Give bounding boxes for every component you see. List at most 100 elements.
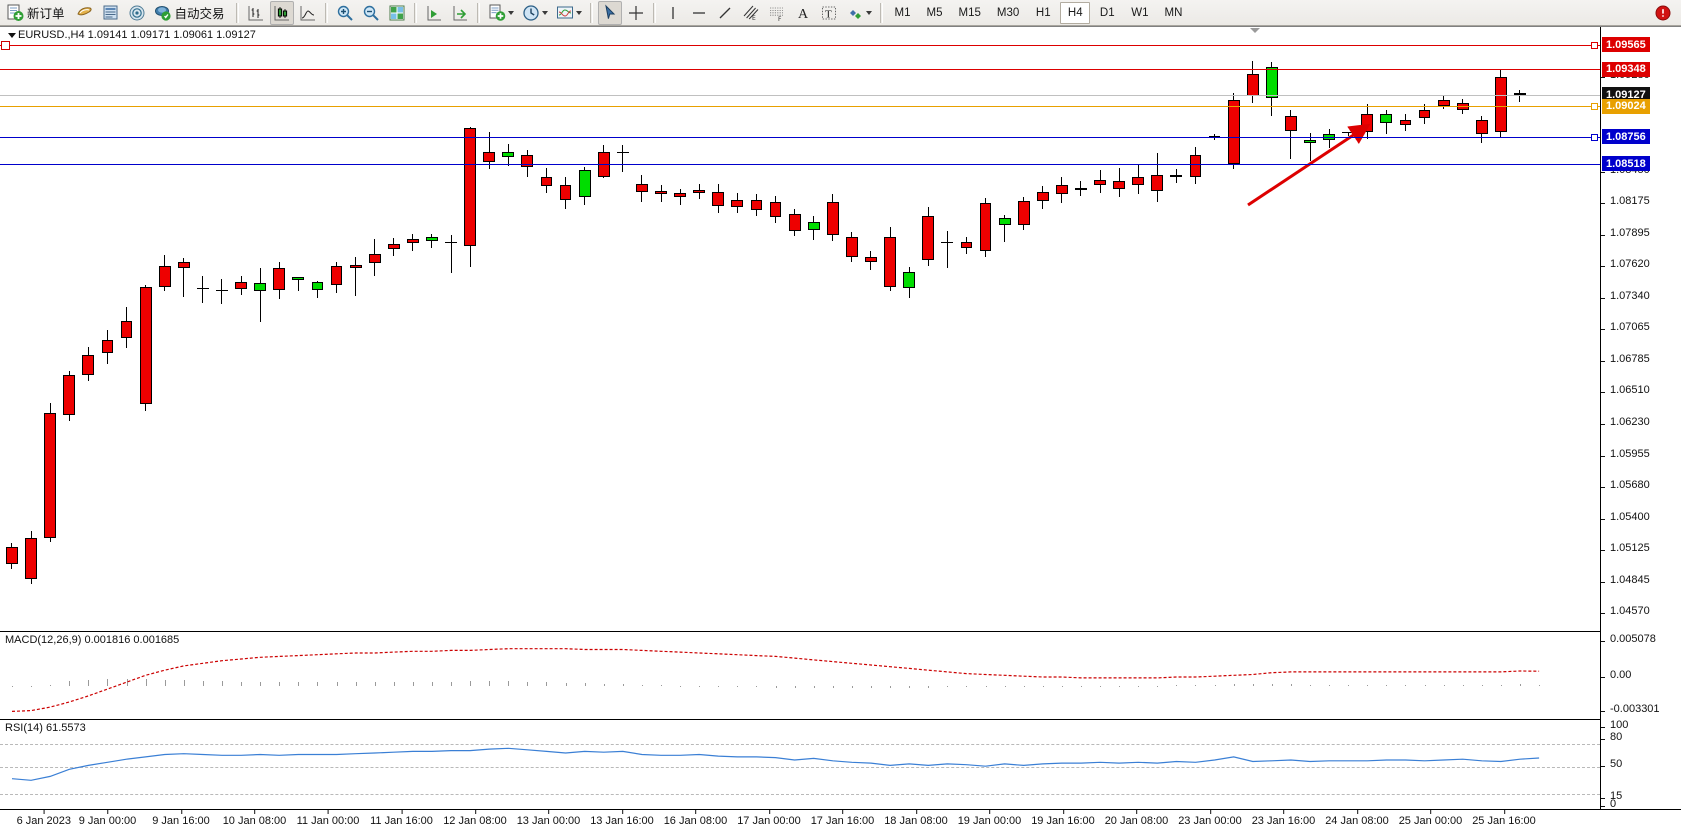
price-tag-resistance-top[interactable]: 1.09565: [1602, 37, 1650, 53]
candle-body: [521, 154, 534, 168]
chart-expand-arrow-icon[interactable]: [8, 33, 16, 38]
price-tag-support[interactable]: 1.08756: [1602, 129, 1650, 145]
vertical-line-button[interactable]: [661, 1, 685, 25]
fibonacci-retracement-button[interactable]: F: [765, 1, 789, 25]
candle-body: [254, 283, 267, 292]
line-chart-button[interactable]: [296, 1, 320, 25]
hline-1-08518[interactable]: [0, 163, 1600, 165]
auto-scroll-button[interactable]: [448, 1, 472, 25]
time-axis-tick: 17 Jan 00:00: [737, 810, 801, 827]
expert-advisors-button[interactable]: [73, 1, 97, 25]
candle-wick: [1519, 89, 1521, 103]
macd-histogram-bar: [966, 685, 968, 688]
shapes-chevron-down-icon[interactable]: [865, 10, 872, 15]
auto-trading-button[interactable]: 自动交易: [151, 1, 231, 25]
hline-1-09348[interactable]: [0, 69, 1600, 71]
cursor-button[interactable]: [597, 0, 622, 25]
hline-1-08756[interactable]: [0, 136, 1600, 138]
auto-scroll-icon: [453, 5, 467, 20]
macd-histogram-bar: [431, 682, 433, 686]
hline-1-08756-handle[interactable]: [1591, 133, 1598, 141]
chart-window[interactable]: EURUSD.,H4 1.09141 1.09171 1.09061 1.091…: [0, 26, 1681, 833]
macd-histogram-bar: [1481, 684, 1483, 686]
toolbar-separator-6: [652, 2, 656, 23]
hline-1-09024-handle[interactable]: [1591, 103, 1598, 111]
rsi-label: RSI(14) 61.5573: [5, 722, 86, 734]
toolbar-separator-2: [324, 2, 328, 23]
price-axis-tick-label: 1.04845: [1610, 574, 1650, 587]
price-tag-support-low[interactable]: 1.08518: [1602, 156, 1650, 172]
indicators-button[interactable]: [485, 1, 517, 25]
candle: [597, 27, 610, 631]
timeframe-m5-button[interactable]: M5: [926, 6, 943, 19]
equidistant-channel-button[interactable]: E: [739, 1, 763, 25]
timeframe-w1-button[interactable]: W1: [1131, 6, 1149, 19]
macd-pane[interactable]: MACD(12,26,9) 0.001816 0.001685: [0, 631, 1600, 719]
horizontal-line-button[interactable]: [687, 1, 711, 25]
candle-body: [25, 538, 37, 580]
candle-body: [655, 190, 667, 195]
candle: [845, 27, 858, 631]
hline-1-09565-handle[interactable]: [1591, 41, 1598, 49]
data-window-button[interactable]: [99, 1, 123, 25]
time-axis-tick: 25 Jan 00:00: [1399, 810, 1462, 827]
text-label-button[interactable]: T: [817, 1, 841, 25]
rsi-pane[interactable]: RSI(14) 61.5573: [0, 719, 1600, 809]
candle-body: [273, 268, 286, 290]
macd-histogram-bar: [1023, 685, 1025, 687]
timeframe-d1-button[interactable]: D1: [1099, 6, 1115, 19]
new-order-button[interactable]: 新订单: [3, 1, 71, 25]
time-axis[interactable]: 6 Jan 2023 9 Jan 00:00 9 Jan 16:00 10 Jan 0…: [0, 809, 1681, 833]
crosshair-button[interactable]: [624, 1, 648, 25]
signals-button[interactable]: [125, 1, 149, 25]
macd-signal-path: [11, 648, 1540, 712]
candle: [216, 27, 228, 631]
timeframe-h4-button[interactable]: H4: [1060, 1, 1091, 24]
candle: [922, 27, 935, 631]
price-tag-pivot[interactable]: 1.09024: [1602, 98, 1650, 114]
record-indicator-button[interactable]: [1651, 1, 1675, 25]
tile-windows-button[interactable]: [385, 1, 409, 25]
hline-1-09565[interactable]: [0, 44, 1600, 46]
bar-chart-button[interactable]: [244, 1, 268, 25]
shapes-button[interactable]: [843, 1, 875, 25]
candle-wick: [1004, 214, 1006, 243]
timeframe-h1-button[interactable]: H1: [1035, 6, 1051, 19]
macd-histogram-bar: [985, 685, 987, 688]
macd-histogram-bar: [336, 682, 338, 686]
timeframe-m1-button[interactable]: M1: [894, 6, 911, 19]
periods-chevron-down-icon[interactable]: [541, 10, 548, 15]
candle: [464, 27, 477, 631]
text-button[interactable]: A: [791, 1, 815, 25]
zoom-in-button[interactable]: [333, 1, 357, 25]
periods-button[interactable]: [519, 1, 551, 25]
templates-chevron-down-icon[interactable]: [575, 10, 582, 15]
candle-body: [483, 152, 496, 163]
macd-histogram-bar: [775, 685, 777, 689]
chart-shift-button[interactable]: [422, 1, 446, 25]
price-tag-resistance[interactable]: 1.09348: [1602, 61, 1650, 77]
macd-histogram-bar: [947, 685, 949, 688]
candle: [6, 27, 18, 631]
hline-1-09024[interactable]: [0, 106, 1600, 108]
macd-histogram-bar: [718, 685, 720, 687]
candlestick-chart-button[interactable]: [269, 0, 294, 25]
candle: [273, 27, 286, 631]
hline-last-price[interactable]: [0, 94, 1600, 96]
candle: [884, 27, 896, 631]
timeframe-mn-button[interactable]: MN: [1164, 6, 1183, 19]
zoom-out-button[interactable]: [359, 1, 383, 25]
timeframe-m15-button[interactable]: M15: [958, 6, 981, 19]
candle-body: [1017, 201, 1030, 226]
trendline-button[interactable]: [713, 1, 737, 25]
price-tag-last[interactable]: 1.09127: [1602, 87, 1650, 103]
candle: [1475, 27, 1488, 631]
timeframe-m30-button[interactable]: M30: [996, 6, 1020, 19]
price-axis[interactable]: 1.08175 1.07895 1.07620 1.07340 1.07065 1.067…: [1600, 27, 1681, 810]
chart-shift-marker[interactable]: [1250, 28, 1260, 33]
macd-histogram-bar: [1271, 683, 1273, 686]
indicators-chevron-down-icon[interactable]: [507, 10, 514, 15]
candle: [502, 27, 515, 631]
price-pane[interactable]: [0, 27, 1600, 631]
templates-button[interactable]: [553, 1, 585, 25]
